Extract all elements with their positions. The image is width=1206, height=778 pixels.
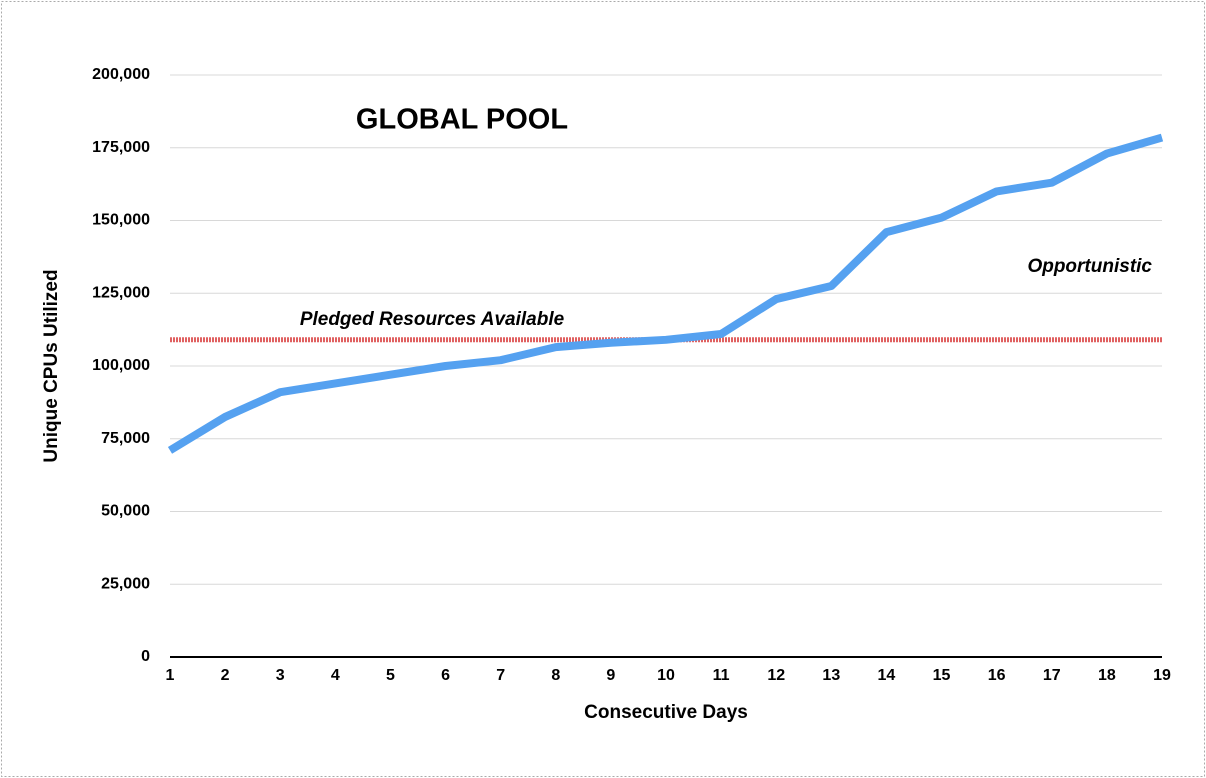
chart-title: GLOBAL POOL: [356, 104, 568, 136]
data-line: [167, 133, 1164, 454]
x-tick-label: 19: [1153, 667, 1171, 684]
y-tick-label: 50,000: [101, 503, 150, 520]
y-tick-label: 75,000: [101, 430, 150, 447]
x-tick-label: 5: [386, 667, 395, 684]
x-tick-label: 10: [657, 667, 675, 684]
y-tick-label: 25,000: [101, 575, 150, 592]
y-tick-label: 0: [141, 648, 150, 665]
x-tick-label: 8: [551, 667, 560, 684]
x-tick-label: 2: [221, 667, 230, 684]
y-tick-label: 150,000: [92, 212, 150, 229]
y-tick-label: 200,000: [92, 66, 150, 83]
x-tick-label: 18: [1098, 667, 1116, 684]
y-tick-label: 175,000: [92, 139, 150, 156]
x-tick-label: 13: [822, 667, 840, 684]
y-tick-label: 100,000: [92, 357, 150, 374]
annotation: Opportunistic: [1027, 256, 1152, 277]
x-tick-label: 6: [441, 667, 450, 684]
x-tick-label: 12: [767, 667, 785, 684]
x-tick-label: 11: [713, 667, 730, 684]
x-tick-label: 14: [878, 667, 896, 684]
x-axis-label: Consecutive Days: [584, 702, 748, 723]
x-tick-label: 3: [276, 667, 285, 684]
x-tick-label: 17: [1043, 667, 1061, 684]
x-tick-label: 16: [988, 667, 1006, 684]
y-axis-label: Unique CPUs Utilized: [41, 269, 62, 462]
x-tick-label: 15: [933, 667, 951, 684]
y-tick-label: 125,000: [92, 284, 150, 301]
x-tick-label: 4: [331, 667, 340, 684]
x-tick-label: 9: [606, 667, 615, 684]
x-tick-label: 1: [166, 667, 175, 684]
x-tick-label: 7: [496, 667, 505, 684]
reference-label: Pledged Resources Available: [300, 309, 565, 330]
